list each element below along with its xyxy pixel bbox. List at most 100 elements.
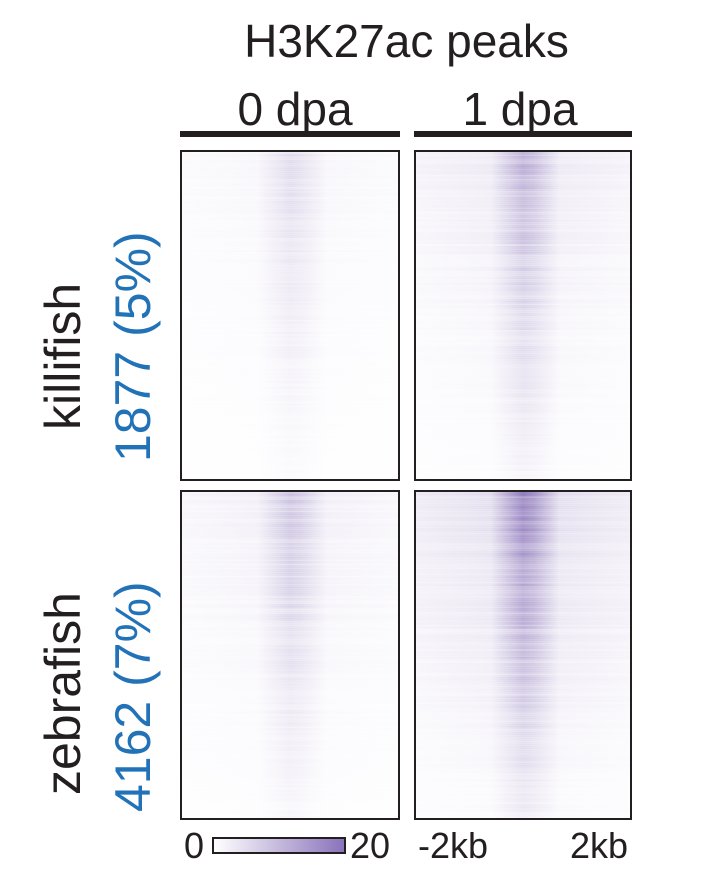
heatmap-row [182, 565, 398, 568]
heatmap-row [182, 335, 398, 339]
heatmap-row [182, 722, 398, 725]
heatmap-row [416, 813, 630, 817]
heatmap-row [182, 364, 398, 367]
heatmap-killifish-1dpa-svg [416, 152, 630, 479]
heatmap-row [182, 793, 398, 796]
heatmap-row [182, 640, 398, 643]
heatmap-row [182, 563, 398, 566]
heatmap-row [182, 176, 398, 179]
heatmap-row [416, 276, 630, 279]
heatmap-row [182, 205, 398, 208]
heatmap-row [182, 699, 398, 703]
heatmap-row [416, 205, 630, 208]
heatmap-row [182, 248, 398, 251]
heatmap-row [182, 295, 398, 298]
heatmap-row [416, 213, 630, 216]
heatmap-row [182, 239, 398, 243]
heatmap-row [416, 591, 630, 595]
heatmap-row [182, 787, 398, 790]
heatmap-row [182, 174, 398, 177]
heatmap-row [416, 239, 630, 243]
heatmap-row [416, 526, 630, 529]
heatmap-row [182, 262, 398, 265]
heatmap-row [416, 164, 630, 167]
heatmap-row [416, 742, 630, 745]
heatmap-row [416, 317, 630, 320]
heatmap-row [182, 442, 398, 445]
heatmap-row [416, 286, 630, 290]
heatmap-row [416, 231, 630, 234]
heatmap-row [182, 744, 398, 747]
heatmap-row [416, 166, 630, 169]
heatmap-row [416, 370, 630, 373]
heatmap-row [416, 730, 630, 733]
heatmap-row [182, 311, 398, 314]
heatmap-row [182, 213, 398, 216]
heatmap-row [416, 223, 630, 226]
heatmap-row [416, 518, 630, 521]
heatmap-row [416, 528, 630, 531]
heatmap-row [416, 803, 630, 806]
heatmap-row [416, 536, 630, 540]
heatmap-row [416, 632, 630, 635]
heatmap-row [416, 779, 630, 782]
heatmap-row [416, 254, 630, 257]
heatmap-row [182, 752, 398, 756]
heatmap-row [182, 215, 398, 218]
heatmap-row [182, 299, 398, 302]
heatmap-row [416, 506, 630, 509]
heatmap-row [182, 260, 398, 263]
heatmap-row [416, 162, 630, 165]
heatmap-row [416, 616, 630, 619]
heatmap-row [416, 270, 630, 273]
heatmap-row [182, 477, 398, 479]
heatmap-row [416, 762, 630, 766]
heatmap-row [182, 360, 398, 363]
heatmap-row [416, 575, 630, 578]
heatmap-row [182, 775, 398, 778]
heatmap-row [182, 399, 398, 402]
heatmap-row [182, 710, 398, 713]
heatmap-zebrafish-1dpa [414, 490, 632, 820]
heatmap-row [416, 246, 630, 249]
heatmap-row [416, 567, 630, 570]
heatmap-row [416, 516, 630, 519]
heatmap-row [416, 380, 630, 384]
heatmap-row [416, 642, 630, 645]
heatmap-row [182, 750, 398, 753]
heatmap-row [416, 458, 630, 461]
heatmap-row [416, 382, 630, 386]
heatmap-row [416, 510, 630, 513]
heatmap-row [416, 215, 630, 218]
heatmap-row [182, 272, 398, 275]
heatmap-row [416, 387, 630, 390]
heatmap-row [416, 442, 630, 445]
heatmap-row [182, 760, 398, 764]
heatmap-row [182, 194, 398, 198]
heatmap-row [182, 805, 398, 808]
heatmap-row [182, 178, 398, 181]
heatmap-row [182, 628, 398, 631]
heatmap-row [416, 650, 630, 654]
heatmap-row [182, 809, 398, 813]
heatmap-row [182, 797, 398, 800]
heatmap-row [416, 559, 630, 562]
heatmap-row [182, 724, 398, 727]
heatmap-row [416, 587, 630, 590]
heatmap-row [416, 551, 630, 554]
heatmap-row [182, 196, 398, 200]
heatmap-row [182, 454, 398, 456]
heatmap-row [182, 254, 398, 257]
heatmap-row [182, 712, 398, 715]
heatmap-row [182, 738, 398, 741]
heatmap-row [182, 184, 398, 187]
heatmap-row [416, 673, 630, 676]
heatmap-row [182, 597, 398, 601]
heatmap-row [182, 689, 398, 692]
heatmap-row [182, 436, 398, 439]
heatmap-zebrafish-1dpa-svg [416, 492, 630, 818]
heatmap-row [416, 337, 630, 341]
heatmap-row [182, 301, 398, 304]
heatmap-row [182, 329, 398, 333]
heatmap-row [416, 413, 630, 416]
